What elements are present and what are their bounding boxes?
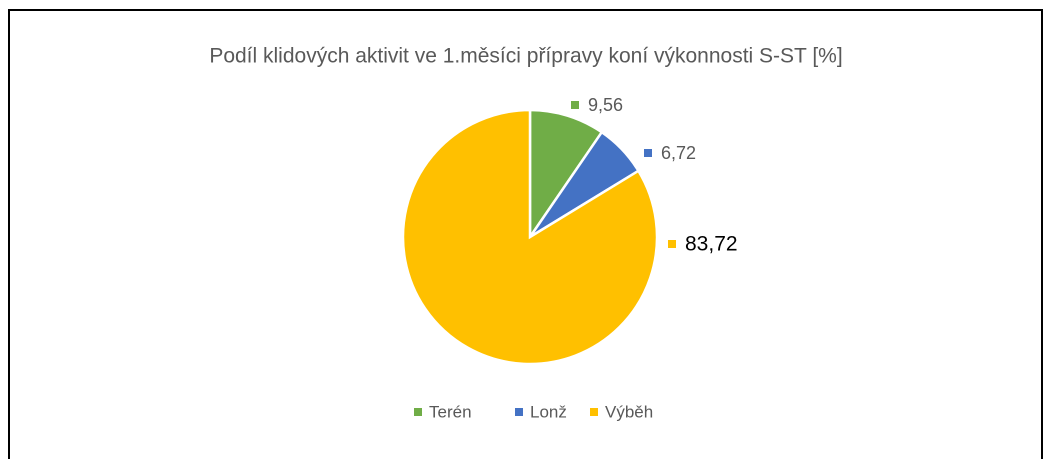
chart-title: Podíl klidových aktivit ve 1.měsíci příp… <box>209 45 842 68</box>
label-key <box>571 101 579 109</box>
legend-key <box>590 408 598 416</box>
legend-label: Terén <box>429 402 472 421</box>
label-key <box>644 149 652 157</box>
legend-label: Výběh <box>605 402 653 421</box>
data-label: 9,56 <box>588 95 623 115</box>
legend-key <box>515 408 523 416</box>
label-key <box>668 240 676 248</box>
pie-slice <box>528 108 604 242</box>
data-label: 83,72 <box>685 233 738 256</box>
legend-label: Lonž <box>530 402 567 421</box>
pie-slice <box>401 108 659 366</box>
data-label: 6,72 <box>661 143 696 163</box>
legend-key <box>414 408 422 416</box>
